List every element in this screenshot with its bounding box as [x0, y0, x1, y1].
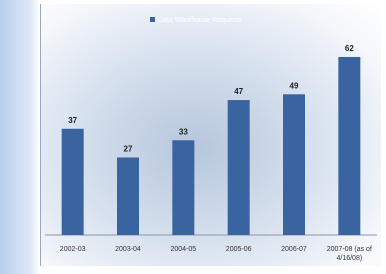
- data-label: 49: [290, 81, 299, 90]
- x-tick-label: 2007-08 (as of 4/16/08): [323, 245, 375, 263]
- chart: Data Warehouse Requests 37 27 33 47 49 62: [0, 0, 386, 274]
- x-tick-label: 2006-07: [268, 245, 320, 254]
- legend-swatch: [150, 17, 155, 22]
- data-label: 47: [234, 87, 243, 96]
- bar: [172, 140, 194, 235]
- page: Data Warehouse Requests 37 27 33 47 49 62 2002…: [0, 0, 386, 274]
- bar: [228, 100, 250, 235]
- x-tick-label: 2003-04: [102, 245, 154, 254]
- x-tick-label: 2004-05: [157, 245, 209, 254]
- bar: [62, 129, 84, 235]
- bar: [283, 94, 305, 235]
- data-label: 33: [179, 127, 188, 136]
- legend-label: Data Warehouse Requests: [158, 17, 242, 24]
- bar: [338, 57, 360, 235]
- data-label: 62: [345, 44, 354, 53]
- data-label: 27: [124, 145, 133, 154]
- bar: [117, 157, 139, 235]
- x-tick-label: 2002-03: [47, 245, 99, 254]
- x-tick-label: 2005-06: [213, 245, 265, 254]
- data-label: 37: [68, 116, 77, 125]
